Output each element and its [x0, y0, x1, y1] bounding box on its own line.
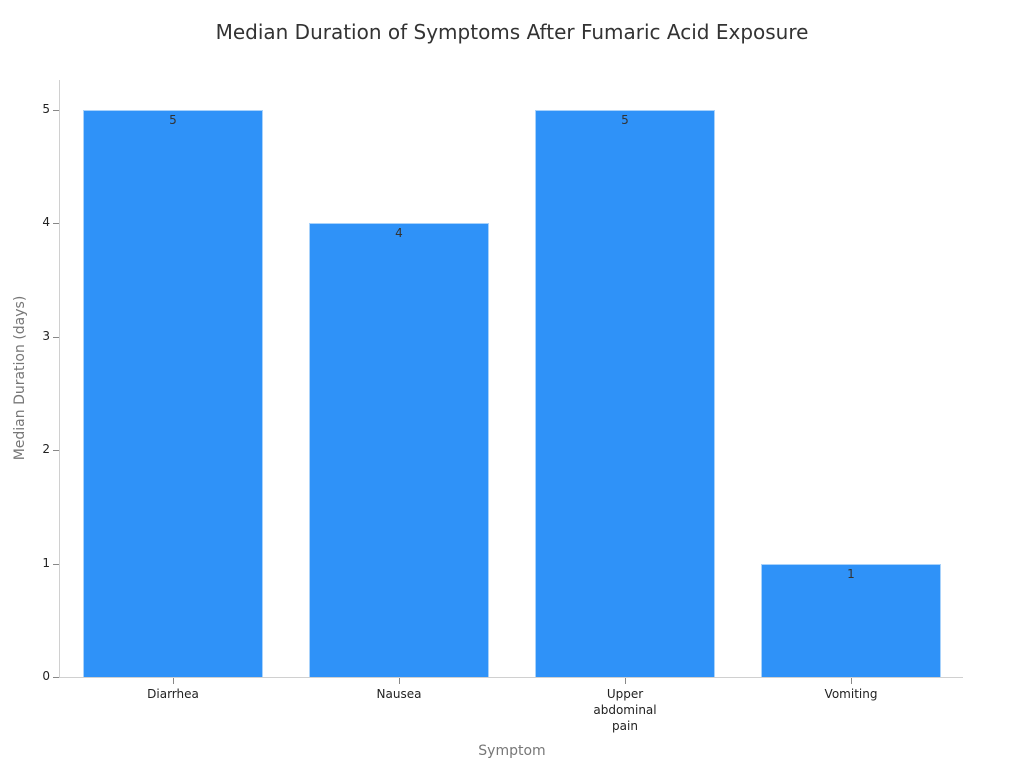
- y-tick: [53, 564, 59, 565]
- y-tick: [53, 450, 59, 451]
- x-tick: [399, 678, 400, 684]
- y-tick-label: 3: [42, 329, 50, 343]
- bar-nausea: [309, 223, 489, 677]
- chart-title: Median Duration of Symptoms After Fumari…: [215, 20, 809, 44]
- bar-value-label: 4: [395, 226, 403, 240]
- bar-value-label: 5: [621, 113, 629, 127]
- y-tick-label: 1: [42, 556, 50, 570]
- y-tick: [53, 110, 59, 111]
- x-tick-label: Nausea: [376, 687, 422, 701]
- x-tick-label: Vomiting: [824, 687, 878, 701]
- y-tick-label: 2: [42, 442, 50, 456]
- bar-vomiting: [761, 564, 941, 677]
- bar-upper-abdominal-pain: [535, 110, 715, 677]
- bar-value-label: 1: [847, 567, 855, 581]
- x-tick-label: Diarrhea: [147, 687, 199, 701]
- x-axis-line: [59, 677, 963, 678]
- y-tick-label: 0: [42, 669, 50, 683]
- y-axis-line: [59, 80, 60, 677]
- x-tick: [173, 678, 174, 684]
- y-axis-label: Median Duration (days): [12, 295, 28, 461]
- y-tick-label: 5: [42, 102, 50, 116]
- y-tick: [53, 677, 59, 678]
- x-tick: [625, 678, 626, 684]
- x-axis-label: Symptom: [478, 743, 546, 759]
- x-tick: [851, 678, 852, 684]
- y-tick: [53, 337, 59, 338]
- y-tick: [53, 223, 59, 224]
- bar-value-label: 5: [169, 113, 177, 127]
- x-tick-label: Upper abdominal pain: [593, 687, 657, 733]
- bar-diarrhea: [83, 110, 263, 677]
- y-tick-label: 4: [42, 215, 50, 229]
